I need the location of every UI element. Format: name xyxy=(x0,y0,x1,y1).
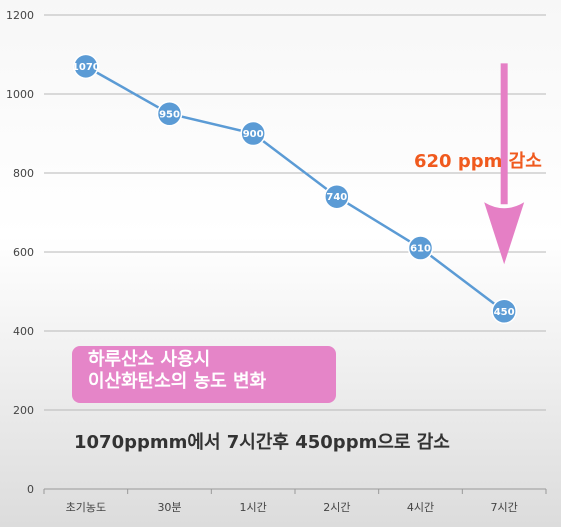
data-label: 1070 xyxy=(72,62,100,73)
data-label: 950 xyxy=(159,109,180,120)
data-point xyxy=(73,53,99,80)
x-tick-label: 7시간 xyxy=(491,501,518,514)
y-tick-label-400: 400 xyxy=(13,325,34,338)
x-tick-label: 30분 xyxy=(157,501,181,514)
y-tick-label-800: 800 xyxy=(13,167,34,180)
reduction-arrow-head xyxy=(484,202,525,265)
data-label: 900 xyxy=(243,129,264,140)
x-tick-label: 2시간 xyxy=(323,501,350,514)
summary-annotation: 1070ppmm에서 7시간후 450ppm으로 감소 xyxy=(74,432,450,453)
x-tick-label: 1시간 xyxy=(240,501,267,514)
data-point xyxy=(156,101,183,127)
reduction-arrow-shaft xyxy=(500,63,508,205)
data-label: 450 xyxy=(494,307,515,318)
y-tick-label-1000: 1000 xyxy=(6,88,34,101)
y-tick-label-600: 600 xyxy=(13,246,34,259)
series-line xyxy=(85,65,505,313)
reduction-arrow xyxy=(484,63,525,265)
data-point xyxy=(324,183,350,210)
x-tick-label: 4시간 xyxy=(407,501,434,514)
y-tick-label-200: 200 xyxy=(13,404,34,417)
y-tick-label-1200: 1200 xyxy=(6,9,34,22)
y-tick-label-0: 0 xyxy=(27,483,34,496)
title-box-line2: 이산화탄소의 농도 변화 xyxy=(88,371,267,392)
data-point xyxy=(491,298,517,324)
reduction-annotation: 620 ppm 감소 xyxy=(414,151,542,172)
series: 1070 950 900 740 610 450 xyxy=(72,53,517,324)
axes: 0 200 400 600 800 1000 1200 초기농도 30분 1시간 2시간 4시간 7시간 xyxy=(6,9,547,514)
x-tick-label: 초기농도 xyxy=(66,501,106,514)
gridlines xyxy=(44,14,546,411)
title-box-line1: 하루산소 사용시 xyxy=(88,349,211,370)
data-label: 610 xyxy=(410,244,431,255)
data-point xyxy=(240,120,266,147)
data-point xyxy=(407,235,434,261)
data-label: 740 xyxy=(326,192,347,203)
title-box: 하루산소 사용시 이산화탄소의 농도 변화 xyxy=(72,346,336,403)
